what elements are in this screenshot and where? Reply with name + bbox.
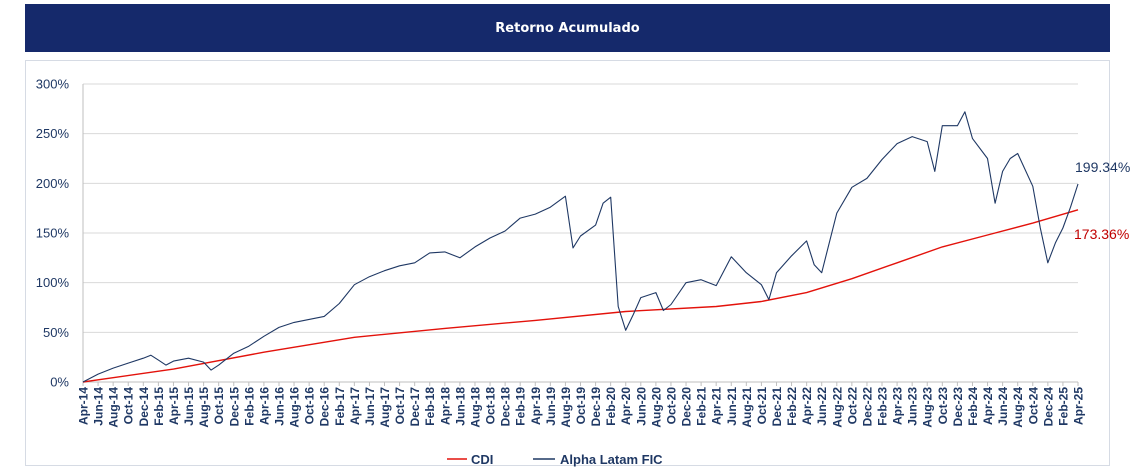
x-tick-label: Oct-23 bbox=[936, 387, 950, 425]
x-tick-label: Dec-24 bbox=[1041, 387, 1055, 427]
end-label-cdi: 173.36% bbox=[1074, 226, 1129, 242]
x-tick-label: Apr-25 bbox=[1072, 387, 1086, 425]
x-tick-label: Apr-16 bbox=[257, 387, 271, 425]
x-tick-label: Feb-15 bbox=[152, 387, 166, 426]
x-tick-label: Jun-19 bbox=[544, 387, 558, 426]
x-tick-label: Dec-23 bbox=[951, 387, 965, 427]
x-tick-label: Oct-24 bbox=[1026, 387, 1040, 425]
x-tick-label: Oct-20 bbox=[664, 387, 678, 425]
x-tick-label: Apr-20 bbox=[619, 387, 633, 425]
x-tick-label: Jun-21 bbox=[725, 387, 739, 426]
x-tick-label: Jun-14 bbox=[92, 387, 106, 426]
x-tick-label: Dec-14 bbox=[137, 387, 151, 427]
x-tick-label: Oct-15 bbox=[212, 387, 226, 425]
chart-panel bbox=[25, 60, 1110, 466]
x-tick-label: Feb-24 bbox=[966, 387, 980, 426]
x-tick-label: Aug-16 bbox=[288, 387, 302, 428]
y-tick-label: 0% bbox=[50, 375, 69, 390]
x-tick-label: Apr-19 bbox=[529, 387, 543, 425]
x-tick-label: Oct-16 bbox=[303, 387, 317, 425]
x-tick-label: Jun-17 bbox=[363, 387, 377, 426]
x-tick-label: Feb-19 bbox=[514, 387, 528, 426]
x-tick-label: Aug-15 bbox=[197, 387, 211, 428]
chart-title-banner: Retorno Acumulado bbox=[25, 4, 1110, 52]
x-tick-label: Apr-14 bbox=[77, 387, 91, 425]
x-tick-label: Jun-23 bbox=[906, 387, 920, 426]
legend-label-cdi: CDI bbox=[471, 452, 493, 467]
x-tick-label: Dec-20 bbox=[680, 387, 694, 427]
x-tick-label: Oct-17 bbox=[393, 387, 407, 425]
y-tick-label: 250% bbox=[36, 126, 70, 141]
y-tick-label: 300% bbox=[36, 77, 70, 92]
x-tick-label: Feb-16 bbox=[242, 387, 256, 426]
x-tick-label: Jun-18 bbox=[453, 387, 467, 426]
x-tick-label: Dec-18 bbox=[499, 387, 513, 427]
x-tick-label: Apr-24 bbox=[981, 387, 995, 425]
x-tick-label: Aug-14 bbox=[107, 387, 121, 428]
x-tick-label: Aug-20 bbox=[649, 387, 663, 428]
x-tick-label: Aug-18 bbox=[468, 387, 482, 428]
x-tick-label: Oct-22 bbox=[845, 387, 859, 425]
x-tick-label: Dec-17 bbox=[408, 387, 422, 427]
x-tick-label: Feb-22 bbox=[785, 387, 799, 426]
x-tick-label: Oct-14 bbox=[122, 387, 136, 425]
x-tick-label: Dec-15 bbox=[227, 387, 241, 427]
y-tick-label: 100% bbox=[36, 275, 70, 290]
chart-title: Retorno Acumulado bbox=[495, 20, 640, 36]
x-tick-label: Jun-16 bbox=[272, 387, 286, 426]
x-tick-label: Jun-15 bbox=[182, 387, 196, 426]
x-tick-label: Aug-24 bbox=[1011, 387, 1025, 428]
x-tick-label: Aug-21 bbox=[740, 387, 754, 428]
x-tick-label: Feb-21 bbox=[695, 387, 709, 426]
x-tick-label: Apr-15 bbox=[167, 387, 181, 425]
x-tick-label: Feb-17 bbox=[333, 387, 347, 426]
x-tick-label: Oct-19 bbox=[574, 387, 588, 425]
x-tick-label: Dec-21 bbox=[770, 387, 784, 427]
x-tick-label: Feb-18 bbox=[423, 387, 437, 426]
y-tick-label: 50% bbox=[43, 325, 69, 340]
x-tick-label: Jun-20 bbox=[634, 387, 648, 426]
x-tick-label: Apr-21 bbox=[710, 387, 724, 425]
x-tick-label: Apr-17 bbox=[348, 387, 362, 425]
x-tick-label: Dec-19 bbox=[589, 387, 603, 427]
series-line-alpha-latam-fic bbox=[82, 111, 1079, 383]
x-tick-label: Oct-18 bbox=[484, 387, 498, 425]
x-tick-label: Jun-22 bbox=[815, 387, 829, 426]
x-tick-label: Dec-22 bbox=[860, 387, 874, 427]
y-tick-label: 150% bbox=[36, 226, 70, 241]
x-tick-label: Aug-17 bbox=[378, 387, 392, 428]
x-tick-label: Apr-22 bbox=[800, 387, 814, 425]
x-tick-label: Feb-23 bbox=[876, 387, 890, 426]
x-tick-label: Aug-19 bbox=[559, 387, 573, 428]
x-tick-label: Aug-22 bbox=[830, 387, 844, 428]
x-tick-label: Dec-16 bbox=[318, 387, 332, 427]
end-label-alpha-latam: 199.34% bbox=[1075, 159, 1130, 175]
legend-label-alpha-latam: Alpha Latam FIC bbox=[560, 452, 663, 467]
y-tick-label: 200% bbox=[36, 176, 70, 191]
x-tick-label: Apr-18 bbox=[438, 387, 452, 425]
x-tick-label: Oct-21 bbox=[755, 387, 769, 425]
x-tick-label: Aug-23 bbox=[921, 387, 935, 428]
x-tick-label: Feb-20 bbox=[604, 387, 618, 426]
x-tick-label: Apr-23 bbox=[891, 387, 905, 425]
x-tick-label: Jun-24 bbox=[996, 387, 1010, 426]
series-line-cdi bbox=[82, 209, 1079, 383]
x-tick-label: Feb-25 bbox=[1056, 387, 1070, 426]
